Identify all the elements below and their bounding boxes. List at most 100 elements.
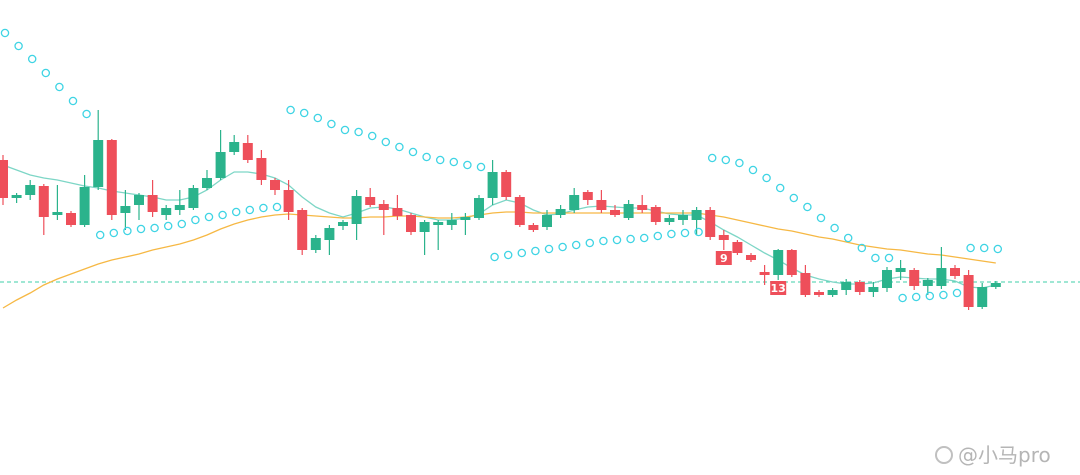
- candle-body: [827, 290, 838, 295]
- candle-body: [977, 287, 988, 307]
- candle-body: [569, 195, 580, 210]
- candle-body: [474, 198, 484, 218]
- sar-dot: [435, 155, 445, 165]
- candle-body: [678, 215, 688, 220]
- annotation-label: 13: [771, 282, 786, 295]
- candle-body: [106, 140, 117, 215]
- sar-dot: [313, 113, 323, 123]
- sar-dot: [653, 231, 663, 241]
- candle-body: [270, 180, 280, 190]
- sar-dot: [803, 202, 812, 212]
- sar-dot: [422, 152, 431, 162]
- candle-body: [256, 158, 267, 180]
- annotation: 9: [715, 251, 732, 265]
- candle-body: [596, 200, 607, 210]
- sar-dot: [408, 147, 418, 157]
- sar-dot: [272, 202, 282, 212]
- candle-body: [378, 204, 389, 210]
- candle-body: [623, 204, 634, 218]
- sar-dot: [531, 246, 540, 256]
- sar-dot: [299, 108, 309, 118]
- sar-dot: [911, 292, 921, 302]
- sar-dot: [599, 236, 608, 246]
- sar-dot: [381, 137, 391, 147]
- sar-dot: [503, 250, 513, 260]
- sar-dot: [571, 240, 581, 250]
- candle-body: [705, 210, 716, 237]
- candle-body: [52, 212, 63, 215]
- candle-body: [229, 142, 240, 152]
- sar-dot: [694, 227, 703, 237]
- sar-dot: [177, 219, 187, 229]
- sar-dot: [925, 291, 935, 301]
- sar-dot: [871, 253, 880, 263]
- sar-dot: [218, 210, 227, 220]
- candle-body: [365, 197, 376, 205]
- sar-dot: [626, 234, 635, 244]
- candle-body: [202, 178, 212, 188]
- candle-body: [11, 195, 22, 198]
- sar-dot: [721, 155, 731, 165]
- sar-dot: [82, 109, 91, 119]
- sar-dot: [898, 293, 907, 303]
- sar-dot: [748, 165, 758, 175]
- candle-body: [392, 208, 403, 216]
- candle-body: [0, 160, 8, 198]
- candle-body: [528, 225, 539, 230]
- candle-body: [868, 287, 879, 292]
- watermark: @小马pro: [958, 443, 1051, 467]
- candle-body: [297, 210, 308, 250]
- sar-dot: [775, 183, 785, 193]
- candle-body: [487, 172, 498, 198]
- sar-dot: [95, 230, 105, 240]
- candle-body: [25, 185, 36, 195]
- candle-body: [542, 215, 552, 227]
- sar-dot: [245, 205, 255, 215]
- candle-body: [936, 268, 947, 286]
- sar-dot: [27, 54, 37, 64]
- sar-dot: [204, 212, 214, 222]
- candle-body: [161, 208, 172, 215]
- sar-dot: [993, 244, 1003, 254]
- candle-body: [882, 270, 892, 288]
- annotation-box: [770, 281, 787, 295]
- sar-dot: [884, 253, 894, 263]
- candle-body: [895, 268, 906, 272]
- sar-dot: [544, 244, 554, 254]
- sar-dot: [367, 131, 377, 141]
- candle-body: [650, 207, 661, 222]
- sar-dot: [286, 105, 295, 115]
- sar-dot: [789, 193, 799, 203]
- candle-body: [637, 205, 648, 210]
- candle-body: [174, 205, 185, 210]
- sar-dot: [476, 162, 486, 172]
- sar-dot: [163, 221, 173, 231]
- candle-body: [501, 172, 512, 197]
- sar-dot: [136, 224, 146, 234]
- candle-body: [310, 238, 321, 250]
- sar-dot: [395, 142, 404, 152]
- sar-dot: [449, 157, 459, 167]
- candle-body: [134, 195, 144, 205]
- sar-dot: [979, 243, 989, 253]
- candle-body: [854, 282, 865, 292]
- candle-body: [922, 280, 933, 286]
- candle-body: [283, 190, 294, 212]
- candle-body: [147, 195, 158, 212]
- candle-body: [242, 143, 253, 160]
- sar-dot: [0, 28, 10, 38]
- moving-average-line: [2, 164, 996, 289]
- candle-body: [38, 186, 49, 217]
- candle-body: [79, 187, 90, 225]
- sar-dot: [707, 153, 717, 163]
- sar-dot: [68, 96, 78, 106]
- candle-body: [990, 283, 1001, 287]
- candle-body: [66, 213, 76, 225]
- candle-body: [406, 215, 416, 232]
- sar-dot: [816, 213, 826, 223]
- candle-body: [460, 217, 471, 220]
- candle-body: [514, 197, 525, 225]
- sar-dot: [41, 68, 51, 78]
- candle-body: [338, 222, 348, 226]
